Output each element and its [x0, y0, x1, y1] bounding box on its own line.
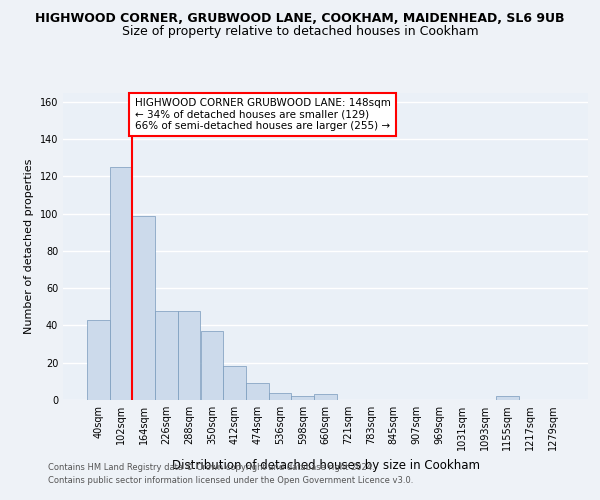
Bar — [292, 396, 314, 400]
Bar — [200, 331, 223, 400]
Bar — [269, 392, 292, 400]
Y-axis label: Number of detached properties: Number of detached properties — [24, 158, 34, 334]
Text: Contains public sector information licensed under the Open Government Licence v3: Contains public sector information licen… — [48, 476, 413, 485]
Bar — [178, 310, 200, 400]
Bar — [110, 167, 133, 400]
Bar — [133, 216, 155, 400]
Text: HIGHWOOD CORNER GRUBWOOD LANE: 148sqm
← 34% of detached houses are smaller (129): HIGHWOOD CORNER GRUBWOOD LANE: 148sqm ← … — [134, 98, 391, 132]
Bar — [155, 310, 178, 400]
Text: Size of property relative to detached houses in Cookham: Size of property relative to detached ho… — [122, 25, 478, 38]
Bar — [314, 394, 337, 400]
Bar — [496, 396, 518, 400]
Text: Contains HM Land Registry data © Crown copyright and database right 2024.: Contains HM Land Registry data © Crown c… — [48, 464, 374, 472]
Bar — [223, 366, 246, 400]
Bar — [246, 383, 269, 400]
X-axis label: Distribution of detached houses by size in Cookham: Distribution of detached houses by size … — [172, 458, 479, 471]
Bar — [87, 320, 110, 400]
Text: HIGHWOOD CORNER, GRUBWOOD LANE, COOKHAM, MAIDENHEAD, SL6 9UB: HIGHWOOD CORNER, GRUBWOOD LANE, COOKHAM,… — [35, 12, 565, 26]
